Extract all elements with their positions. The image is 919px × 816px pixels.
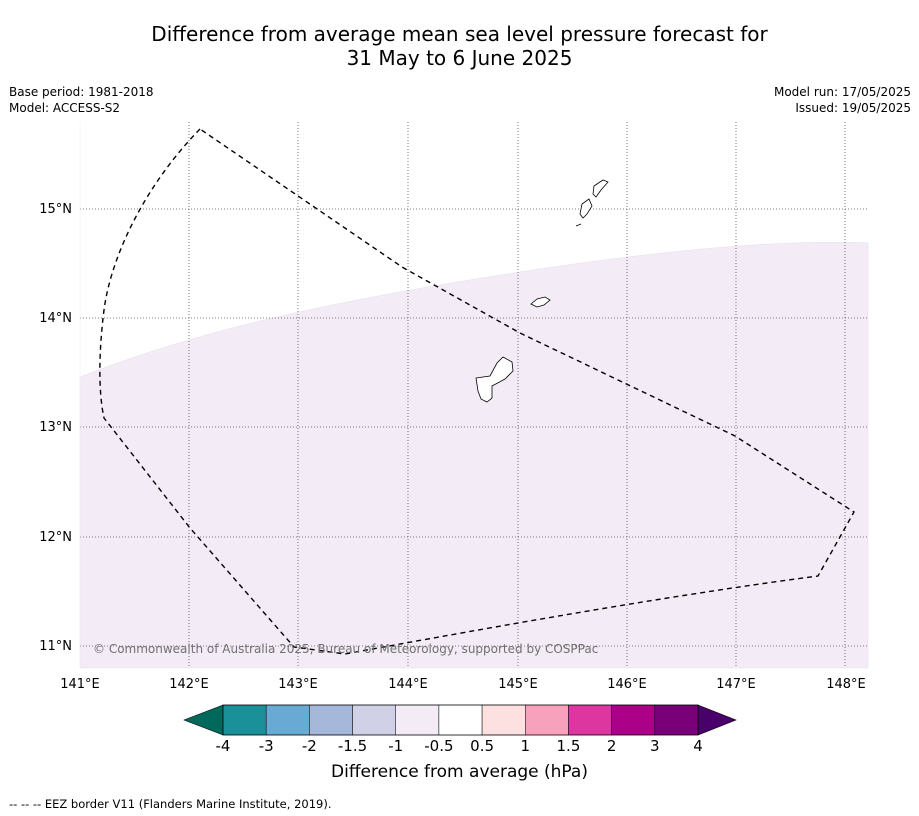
lat-label-14n: 14°N	[39, 311, 72, 326]
colorbar-bin-0	[222, 704, 267, 736]
colorbar-bin-8	[568, 704, 612, 736]
island-rota	[530, 296, 551, 308]
colorbar: -4 -3 -2 -1.5 -1 -0.5 0.5 1 1.5 2 3 4	[183, 704, 737, 755]
colorbar-bin-3	[352, 704, 396, 736]
lon-label-148e: 148°E	[826, 677, 866, 692]
colorbar-bins	[222, 704, 699, 736]
colorbar-bin-1	[265, 704, 310, 736]
model-run-label: Model run: 17/05/2025	[773, 85, 911, 99]
colorbar-bin-5	[438, 704, 483, 736]
colorbar-tick-label: 3	[650, 737, 660, 755]
colorbar-over-triangle	[697, 704, 737, 736]
colorbar-ticks: -4 -3 -2 -1.5 -1 -0.5 0.5 1 1.5 2 3 4	[216, 737, 703, 755]
colorbar-bin-6	[481, 704, 526, 736]
island-tinian	[579, 198, 593, 219]
anomaly-shaded-region	[79, 242, 869, 669]
islands	[475, 179, 609, 403]
lon-label-144e: 144°E	[388, 677, 428, 692]
colorbar-tick-label: 2	[607, 737, 617, 755]
colorbar-tick-label: -2	[302, 737, 317, 755]
lon-label-143e: 143°E	[278, 677, 318, 692]
colorbar-bin-9	[611, 704, 656, 736]
issued-label: Issued: 19/05/2025	[795, 101, 911, 115]
colorbar-bin-2	[309, 704, 353, 736]
colorbar-tick-label: -1.5	[338, 737, 367, 755]
colorbar-title: Difference from average (hPa)	[331, 762, 588, 782]
lon-label-146e: 146°E	[607, 677, 647, 692]
colorbar-tick-label: 4	[693, 737, 703, 755]
lon-label-145e: 145°E	[498, 677, 538, 692]
title-line-2: 31 May to 6 June 2025	[346, 46, 573, 70]
colorbar-tick-label: 1	[520, 737, 530, 755]
colorbar-tick-label: -4	[216, 737, 231, 755]
lat-label-12n: 12°N	[39, 530, 72, 545]
title-line-1: Difference from average mean sea level p…	[151, 22, 768, 46]
lon-label-141e: 141°E	[60, 677, 100, 692]
island-saipan	[592, 179, 609, 198]
colorbar-under-triangle	[183, 704, 224, 736]
lon-label-147e: 147°E	[716, 677, 756, 692]
colorbar-tick-label: 1.5	[557, 737, 581, 755]
lon-label-142e: 142°E	[169, 677, 209, 692]
model-label: Model: ACCESS-S2	[9, 101, 121, 115]
eez-legend-note: -- -- -- EEZ border V11 (Flanders Marine…	[9, 797, 332, 811]
colorbar-bin-10	[654, 704, 699, 736]
chart-title: Difference from average mean sea level p…	[0, 22, 919, 70]
meta-right: Model run: 17/05/2025 Issued: 19/05/2025	[774, 84, 911, 116]
colorbar-bin-7	[525, 704, 569, 736]
island-aguijan	[575, 223, 582, 227]
colorbar-tick-label: -1	[388, 737, 403, 755]
lat-label-11n: 11°N	[39, 639, 72, 654]
colorbar-tick-label: -0.5	[424, 737, 453, 755]
lat-label-15n: 15°N	[39, 202, 72, 217]
colorbar-tick-label: 0.5	[470, 737, 494, 755]
base-period-label: Base period: 1981-2018	[9, 85, 154, 99]
gridlines	[80, 122, 868, 668]
lat-label-13n: 13°N	[39, 420, 72, 435]
colorbar-bin-4	[395, 704, 440, 736]
colorbar-tick-label: -3	[259, 737, 274, 755]
copyright-notice: © Commonwealth of Australia 2025, Bureau…	[93, 642, 598, 656]
meta-left: Base period: 1981-2018 Model: ACCESS-S2	[9, 84, 154, 116]
colorbar-outline	[222, 704, 699, 736]
island-guam	[475, 356, 514, 403]
